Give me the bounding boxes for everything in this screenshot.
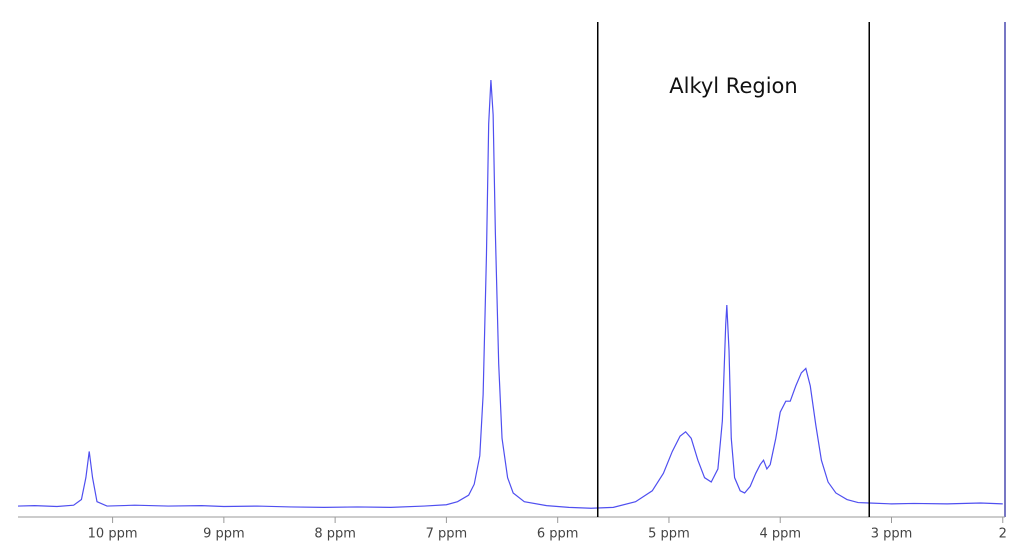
x-tick-label: 10 ppm <box>88 527 138 542</box>
x-tick-label: 2 <box>999 527 1007 542</box>
spectrum-line <box>17 79 1003 509</box>
x-tick-label: 6 ppm <box>537 527 579 542</box>
region-label: Alkyl Region <box>669 74 797 98</box>
x-tick-label: 4 ppm <box>759 527 801 542</box>
x-tick-label: 8 ppm <box>314 527 356 542</box>
x-tick-label: 5 ppm <box>648 527 690 542</box>
x-tick-label: 3 ppm <box>871 527 913 542</box>
x-tick-label: 7 ppm <box>426 527 468 542</box>
x-tick-label: 9 ppm <box>203 527 245 542</box>
